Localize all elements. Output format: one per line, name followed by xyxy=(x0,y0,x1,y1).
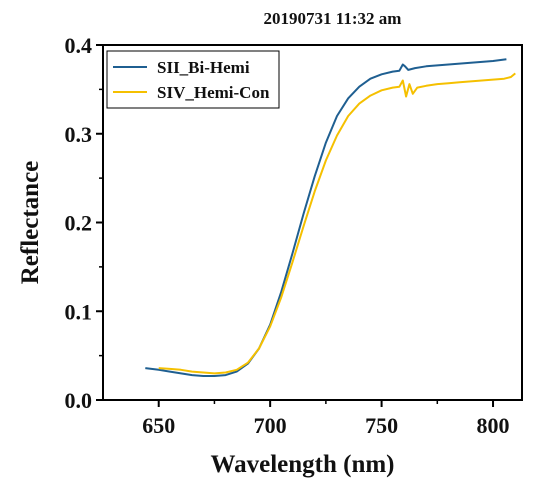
x-tick-label: 700 xyxy=(254,413,287,438)
series-line-1 xyxy=(145,58,507,377)
y-tick-label: 0.2 xyxy=(65,211,93,236)
y-tick-label: 0.1 xyxy=(65,299,93,324)
y-axis-title: Reflectance xyxy=(17,161,44,285)
series-line-2 xyxy=(158,72,516,375)
chart-title: 20190731 11:32 am xyxy=(264,9,402,28)
y-tick-label: 0.0 xyxy=(65,388,93,413)
y-tick-label: 0.3 xyxy=(65,122,93,147)
x-tick-label: 800 xyxy=(477,413,510,438)
legend-label: SIV_Hemi-Con xyxy=(157,83,270,102)
series-layer xyxy=(145,58,516,377)
x-axis-title: Wavelength (nm) xyxy=(210,451,394,478)
legend-box xyxy=(106,50,280,109)
x-tick-label: 650 xyxy=(142,413,175,438)
x-tick-label: 750 xyxy=(365,413,398,438)
y-tick-label: 0.4 xyxy=(65,33,93,58)
legend-label: SII_Bi-Hemi xyxy=(157,58,250,77)
legend: SII_Bi-Hemi SIV_Hemi-Con xyxy=(106,50,280,109)
axis-ticks: 650 700 750 800 0.0 0.1 0.2 0.3 0.4 xyxy=(65,33,510,438)
